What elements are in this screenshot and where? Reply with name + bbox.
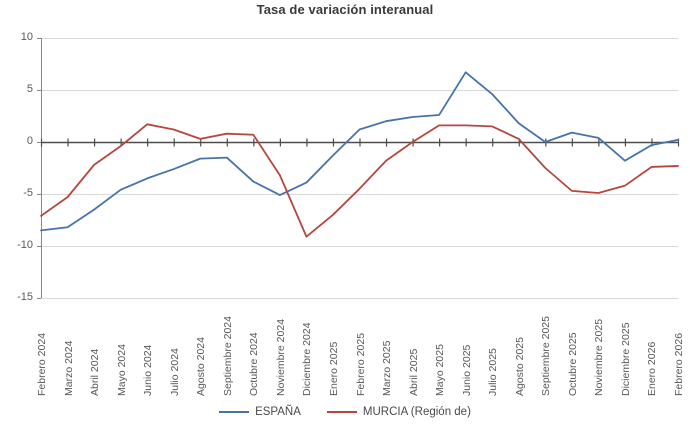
chart-title: Tasa de variación interanual [256,2,434,17]
x-axis-tick-label: Mayo 2024 [115,344,128,396]
x-axis-tick-label: Marzo 2025 [381,340,394,396]
x-axis-tick-label: Mayo 2025 [434,344,447,396]
x-axis-tick-label: Agosto 2024 [195,337,208,396]
x-axis-tick-label: Abril 2025 [407,348,420,396]
legend-color-swatch [326,411,357,413]
y-axis-tick-label: -15 [17,291,33,303]
legend-item-label: MURCIA (Región de) [362,406,471,418]
series-line-espana [40,71,679,232]
x-axis-tick-label: Febrero 2026 [673,332,685,396]
x-axis-tick-label: Julio 2024 [168,348,181,396]
y-axis-tick-label: -5 [23,187,33,199]
x-axis-tick-label: Septiembre 2025 [540,316,553,396]
series-line-murcia [40,123,679,238]
x-axis-tick-label: Marzo 2024 [62,340,75,396]
legend-color-swatch [219,411,250,413]
legend-item-murcia[interactable]: MURCIA (Región de) [326,406,471,418]
chart-legend: ESPAÑA MURCIA (Región de) [0,406,690,418]
x-axis-tick-label: Septiembre 2024 [221,316,234,396]
x-axis-tick-label: Enero 2025 [327,341,340,396]
y-axis-tick-label: 10 [20,31,33,43]
x-axis-tick-label: Diciembre 2025 [619,322,632,396]
y-axis-tick-label: 5 [26,83,33,95]
x-axis-tick-label: Enero 2026 [646,341,659,396]
x-axis-tick-label: Noviembre 2025 [593,318,606,396]
x-axis-tick-label: Agosto 2025 [513,337,526,396]
legend-item-label: ESPAÑA [255,406,301,418]
x-axis-tick-label: Abril 2024 [89,348,102,396]
y-axis-tick-label: 0 [26,135,33,147]
x-axis-tick-label: Febrero 2025 [354,332,367,396]
x-axis-tick-label: Noviembre 2024 [274,318,287,396]
x-axis-tick-label: Diciembre 2024 [301,322,314,396]
x-axis-tick-label: Junio 2025 [460,344,473,396]
x-axis-tick-label: Julio 2025 [487,348,500,396]
x-axis-tick-label: Octubre 2024 [248,332,261,396]
y-axis-tick-label: -10 [17,239,33,251]
x-axis-tick-label: Junio 2024 [142,344,155,396]
x-axis-tick-label: Febrero 2024 [36,332,48,396]
x-axis-tick-label: Octubre 2025 [566,332,579,396]
legend-item-espana[interactable]: ESPAÑA [219,406,301,418]
